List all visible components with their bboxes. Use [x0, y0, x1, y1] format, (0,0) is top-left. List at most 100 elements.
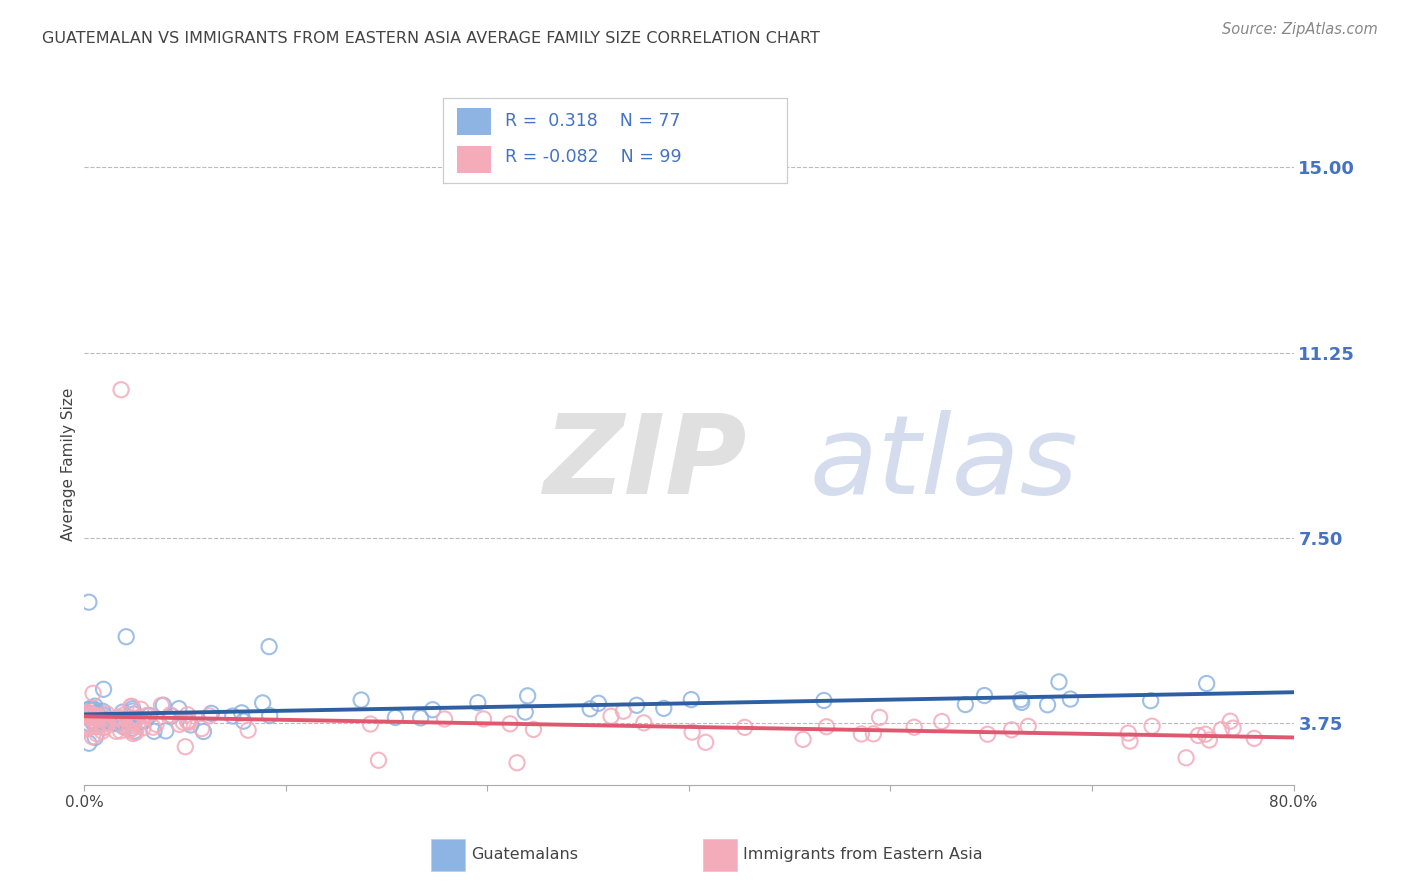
Point	[1140, 719, 1163, 733]
Point	[80, 701, 103, 715]
Point	[134, 714, 156, 728]
Point	[422, 703, 444, 717]
Point	[77, 716, 100, 731]
Point	[77, 706, 100, 720]
Point	[142, 720, 165, 734]
Point	[86, 727, 108, 741]
Point	[84, 699, 107, 714]
Point	[1219, 714, 1241, 729]
Point	[79, 709, 101, 723]
Point	[122, 726, 145, 740]
Point	[734, 720, 756, 734]
Point	[97, 712, 120, 726]
Point	[86, 706, 108, 720]
Point	[114, 707, 136, 722]
Point	[367, 753, 389, 767]
Point	[76, 722, 98, 736]
Point	[94, 720, 117, 734]
Text: R = -0.082    N = 99: R = -0.082 N = 99	[505, 148, 682, 167]
Point	[86, 712, 108, 726]
Point	[143, 724, 166, 739]
Point	[77, 718, 100, 732]
Text: GUATEMALAN VS IMMIGRANTS FROM EASTERN ASIA AVERAGE FAMILY SIZE CORRELATION CHART: GUATEMALAN VS IMMIGRANTS FROM EASTERN AS…	[42, 31, 820, 46]
Point	[1243, 731, 1265, 746]
Point	[145, 717, 167, 731]
FancyBboxPatch shape	[457, 145, 491, 173]
Point	[77, 710, 100, 724]
Point	[681, 692, 703, 706]
Point	[522, 723, 544, 737]
Point	[84, 720, 107, 734]
Point	[107, 710, 129, 724]
Point	[96, 715, 118, 730]
Point	[87, 718, 110, 732]
Text: atlas: atlas	[810, 410, 1078, 517]
Point	[77, 736, 100, 750]
Point	[105, 716, 128, 731]
Point	[129, 702, 152, 716]
Text: ZIP: ZIP	[544, 410, 748, 517]
Point	[84, 711, 107, 725]
Point	[91, 713, 114, 727]
Point	[89, 715, 111, 730]
Point	[84, 709, 107, 723]
Point	[77, 721, 100, 735]
Point	[499, 716, 522, 731]
Point	[110, 723, 132, 738]
FancyBboxPatch shape	[703, 839, 737, 871]
Point	[190, 722, 212, 736]
Point	[131, 714, 153, 728]
Point	[120, 711, 142, 725]
Point	[1195, 676, 1218, 690]
Point	[193, 724, 215, 739]
FancyBboxPatch shape	[457, 108, 491, 136]
Point	[1175, 751, 1198, 765]
Point	[155, 723, 177, 738]
Point	[91, 704, 114, 718]
Point	[138, 708, 160, 723]
FancyBboxPatch shape	[430, 839, 465, 871]
Point	[359, 717, 381, 731]
Point	[98, 714, 121, 728]
Point	[506, 756, 529, 770]
Text: Source: ZipAtlas.com: Source: ZipAtlas.com	[1222, 22, 1378, 37]
Point	[112, 720, 135, 734]
Point	[121, 699, 143, 714]
Point	[127, 711, 149, 725]
Point	[1010, 692, 1032, 706]
Point	[76, 706, 98, 721]
Point	[111, 719, 134, 733]
Point	[681, 725, 703, 739]
Point	[257, 640, 280, 654]
Point	[236, 723, 259, 738]
Point	[103, 715, 125, 730]
Point	[93, 714, 115, 729]
Point	[115, 720, 138, 734]
Point	[167, 701, 190, 715]
Point	[1011, 695, 1033, 709]
Point	[976, 727, 998, 741]
Point	[433, 712, 456, 726]
Point	[86, 709, 108, 723]
Point	[122, 706, 145, 721]
Point	[91, 724, 114, 739]
Point	[1116, 726, 1139, 740]
Point	[83, 702, 105, 716]
Point	[652, 701, 675, 715]
Point	[1187, 729, 1209, 743]
Point	[110, 383, 132, 397]
Point	[118, 723, 141, 737]
Point	[1047, 674, 1070, 689]
Point	[127, 717, 149, 731]
Point	[174, 739, 197, 754]
Point	[350, 693, 373, 707]
Point	[695, 735, 717, 749]
Point	[105, 724, 128, 739]
Point	[115, 630, 138, 644]
Point	[612, 704, 634, 718]
Point	[122, 716, 145, 731]
Point	[973, 689, 995, 703]
Point	[77, 702, 100, 716]
Point	[112, 713, 135, 727]
Point	[118, 723, 141, 738]
